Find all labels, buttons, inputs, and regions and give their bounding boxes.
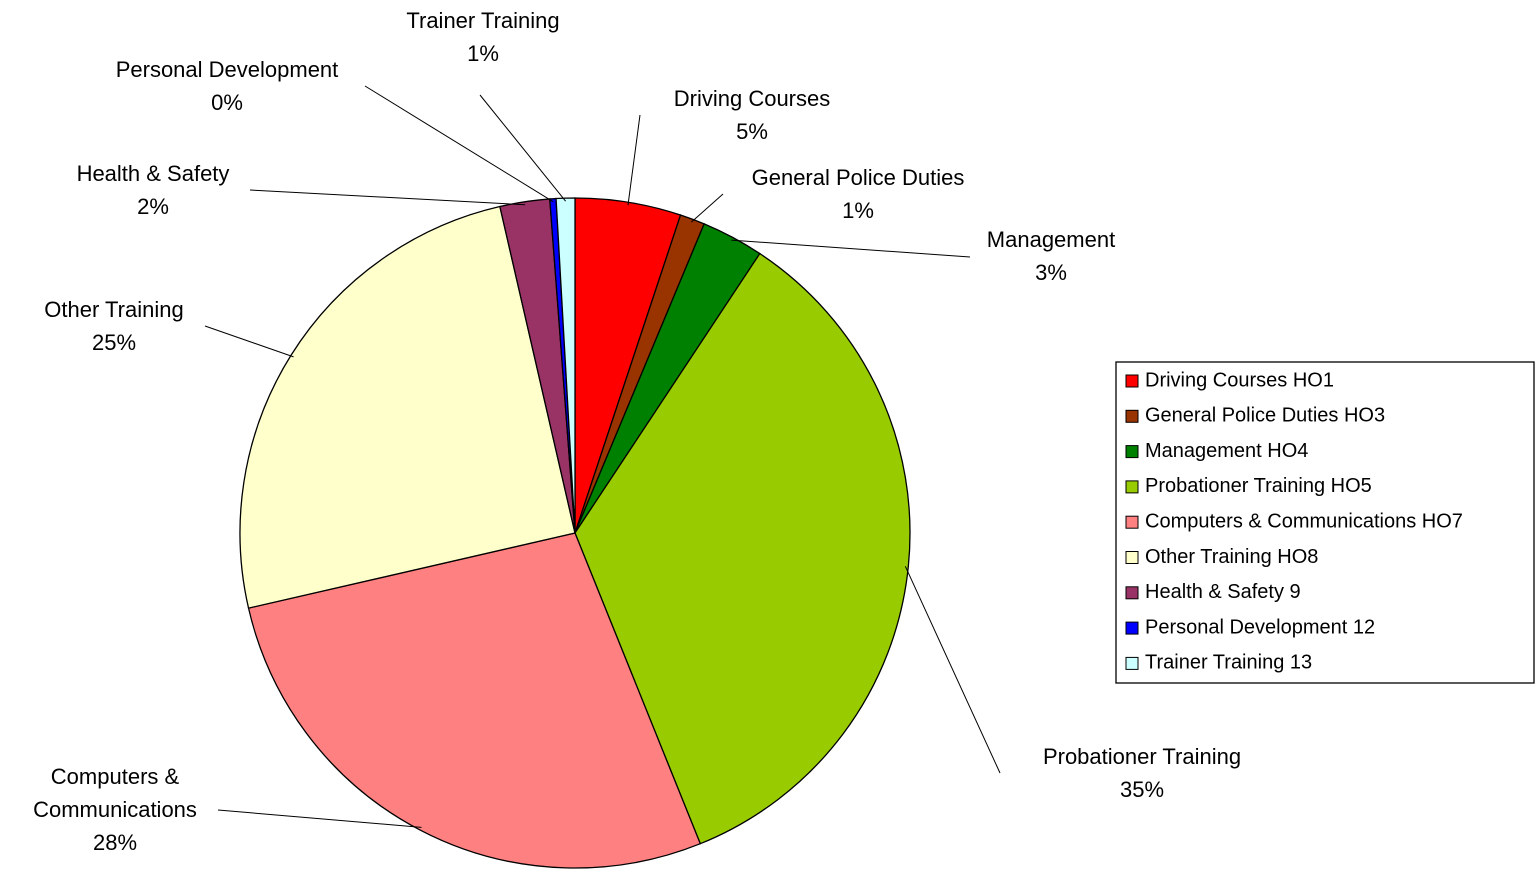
slice-label-value: 3% [1035, 260, 1067, 285]
leader-line [249, 189, 526, 206]
legend-label: Personal Development 12 [1145, 616, 1375, 638]
pie-slice [555, 197, 576, 534]
slice-label-name: Probationer Training [1042, 744, 1242, 769]
slice-label-name: General Police Duties [751, 165, 965, 190]
legend-label: Trainer Training 13 [1145, 652, 1312, 674]
leader-line [479, 94, 567, 202]
leader-line [217, 809, 422, 828]
legend-swatch [1125, 409, 1139, 423]
legend-swatch [1125, 656, 1139, 670]
legend-label: General Police Duties HO3 [1145, 405, 1385, 427]
legend-swatch [1125, 480, 1139, 494]
slice-label: Health & Safety 2% [77, 157, 230, 223]
slice-label-name: Personal Development [115, 57, 339, 82]
legend-label: Probationer Training HO5 [1145, 475, 1372, 497]
slice-label-name: Management [986, 227, 1116, 252]
slice-label: Personal Development 0% [116, 53, 339, 119]
legend-swatch [1125, 374, 1139, 388]
leader-line [691, 193, 724, 223]
slice-label-value: 28% [92, 830, 138, 855]
slice-label: Trainer Training 1% [406, 4, 559, 70]
legend-swatch [1125, 586, 1139, 600]
slice-label: Management 3% [987, 223, 1115, 289]
legend-swatch [1125, 551, 1139, 564]
slice-label-name: Health & Safety [76, 161, 230, 186]
legend-swatch [1125, 445, 1139, 459]
slice-label: Computers & Communications 28% [8, 760, 223, 859]
slice-label-value: 25% [91, 330, 137, 355]
legend-swatch [1125, 515, 1139, 529]
legend: Driving Courses HO1 General Police Duties… [1115, 361, 1535, 684]
legend-label: Other Training HO8 [1145, 546, 1318, 568]
slice-label-value: 5% [736, 119, 768, 144]
leader-line [364, 85, 554, 203]
slice-label-name: Computers & Communications [33, 764, 197, 822]
slice-label-name: Driving Courses [673, 86, 831, 111]
leader-line [204, 325, 294, 358]
slice-label-name: Trainer Training [406, 8, 560, 33]
slice-label-value: 0% [211, 90, 243, 115]
legend-label: Driving Courses HO1 [1145, 369, 1334, 391]
legend-label: Management HO4 [1145, 440, 1308, 462]
leader-line [627, 114, 641, 206]
slice-label: Driving Courses 5% [674, 82, 831, 148]
leader-line [731, 239, 971, 258]
slice-label: General Police Duties 1% [752, 161, 965, 227]
legend-label: Health & Safety 9 [1145, 581, 1301, 603]
slice-label-value: 2% [137, 194, 169, 219]
slice-label: Other Training 25% [44, 293, 183, 359]
legend-label: Computers & Communications HO7 [1145, 510, 1463, 532]
slice-label-name: Other Training [44, 297, 184, 322]
pie-slice [239, 205, 576, 609]
legend-box [1115, 361, 1535, 684]
legend-swatch [1125, 621, 1139, 635]
slice-label-value: 35% [1119, 777, 1165, 802]
pie-slice [574, 252, 911, 845]
pie-slice [247, 532, 702, 869]
leader-line [904, 566, 1001, 774]
slice-label: Probationer Training 35% [1043, 740, 1241, 806]
slice-label-value: 1% [842, 198, 874, 223]
slice-label-value: 1% [467, 41, 499, 66]
